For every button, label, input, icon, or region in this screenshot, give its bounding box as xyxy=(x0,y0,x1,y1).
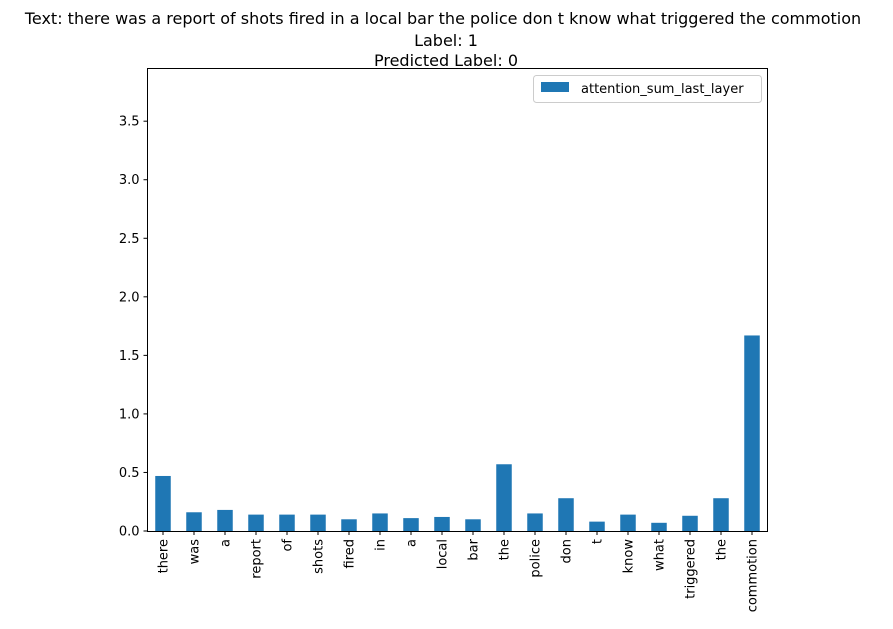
y-tick-label: 1.0 xyxy=(119,407,140,422)
x-tick-label: the xyxy=(498,539,513,560)
y-tick-label: 0.0 xyxy=(119,525,140,540)
legend-box xyxy=(533,75,762,103)
bar-15 xyxy=(620,514,636,531)
y-tick-label: 2.5 xyxy=(119,232,140,247)
x-tick-label: shots xyxy=(312,539,327,574)
chart-title-line-predicted: Predicted Label: 0 xyxy=(374,51,518,70)
bar-13 xyxy=(558,498,574,531)
bar-11 xyxy=(496,464,512,531)
bar-7 xyxy=(372,513,388,531)
x-tick-label: triggered xyxy=(684,539,699,599)
y-axis: 0.0 0.5 1.0 1.5 2.0 2.5 3.0 3.5 xyxy=(119,115,148,540)
x-tick-label: report xyxy=(250,539,265,579)
bar-9 xyxy=(434,516,450,531)
x-tick-label: there xyxy=(157,539,172,573)
x-tick-label: the xyxy=(715,539,730,560)
legend-label: attention_sum_last_layer xyxy=(581,82,744,97)
bar-3 xyxy=(248,514,264,531)
bar-19 xyxy=(744,335,760,531)
legend: attention_sum_last_layer xyxy=(533,75,762,103)
bar-18 xyxy=(713,498,729,531)
bar-5 xyxy=(310,514,326,531)
x-tick-label: local xyxy=(436,539,451,569)
bar-4 xyxy=(279,514,295,531)
y-tick-label: 1.5 xyxy=(119,349,140,364)
bar-16 xyxy=(651,522,667,531)
x-tick-label: bar xyxy=(467,538,482,560)
x-axis: there was a report of shots fired in a local bar th… xyxy=(157,531,761,612)
bar-0 xyxy=(155,475,171,531)
bars-group xyxy=(155,335,760,531)
bar-12 xyxy=(527,513,543,531)
x-tick-label: know xyxy=(622,539,637,574)
chart-title: Text: there was a report of shots fired … xyxy=(24,9,861,70)
bar-2 xyxy=(217,509,233,531)
x-tick-label: t xyxy=(591,539,606,544)
x-tick-label: police xyxy=(529,539,544,578)
x-tick-label: fired xyxy=(343,539,358,569)
x-tick-label: in xyxy=(374,539,389,551)
x-tick-label: commotion xyxy=(746,539,761,612)
x-tick-label: was xyxy=(188,539,203,565)
x-tick-label: don xyxy=(560,539,575,563)
y-tick-label: 3.0 xyxy=(119,173,140,188)
legend-swatch xyxy=(541,82,569,92)
x-tick-label: a xyxy=(405,539,420,547)
x-tick-label: what xyxy=(653,539,668,571)
plot-frame xyxy=(147,68,768,532)
bar-14 xyxy=(589,521,605,531)
bar-6 xyxy=(341,519,357,531)
bar-17 xyxy=(682,515,698,531)
chart-title-line-label: Label: 1 xyxy=(414,31,478,50)
bar-8 xyxy=(403,518,419,531)
y-tick-label: 2.0 xyxy=(119,290,140,305)
x-tick-label: of xyxy=(281,539,296,552)
bar-10 xyxy=(465,519,481,531)
x-tick-label: a xyxy=(219,539,234,547)
chart-title-line-text: Text: there was a report of shots fired … xyxy=(24,9,861,28)
y-tick-label: 3.5 xyxy=(119,115,140,130)
y-tick-label: 0.5 xyxy=(119,466,140,481)
bar-1 xyxy=(186,512,202,531)
